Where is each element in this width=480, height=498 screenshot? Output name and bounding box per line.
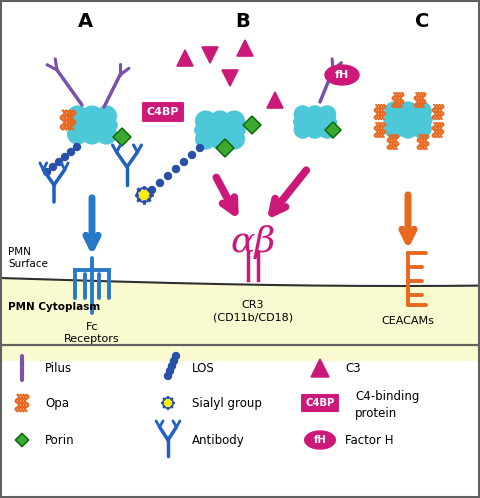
Circle shape [164,172,171,179]
Ellipse shape [383,110,431,130]
Text: C4BP: C4BP [146,107,179,117]
Circle shape [398,119,417,138]
Circle shape [172,353,179,360]
Circle shape [196,144,203,151]
Circle shape [96,124,116,144]
Circle shape [168,363,175,370]
Circle shape [306,121,323,138]
Polygon shape [237,40,252,56]
Text: CEACAMs: CEACAMs [381,316,433,326]
Circle shape [294,121,311,138]
Text: PMN
Surface: PMN Surface [8,247,48,269]
Polygon shape [113,128,131,146]
Circle shape [195,129,215,149]
FancyBboxPatch shape [141,101,185,123]
Circle shape [224,129,244,149]
Circle shape [43,168,50,175]
Circle shape [82,106,102,126]
Text: A: A [78,12,93,31]
Text: Sialyl group: Sialyl group [192,396,261,409]
Circle shape [188,151,195,158]
Polygon shape [177,50,192,66]
Text: C3: C3 [344,362,360,374]
Ellipse shape [195,119,224,142]
Circle shape [164,373,171,379]
Ellipse shape [68,114,96,136]
Ellipse shape [311,112,335,132]
Circle shape [148,186,155,194]
Polygon shape [15,433,29,447]
Ellipse shape [194,119,245,141]
Circle shape [96,106,116,126]
Circle shape [166,368,173,374]
Circle shape [306,106,323,123]
Circle shape [156,179,163,186]
Circle shape [82,124,102,144]
Polygon shape [202,47,217,63]
Circle shape [172,165,179,172]
Text: PMN Cytoplasm: PMN Cytoplasm [8,302,100,312]
Circle shape [398,102,417,121]
Circle shape [180,158,187,165]
Text: C4BP: C4BP [305,398,334,408]
Circle shape [73,143,80,150]
Polygon shape [221,70,238,86]
Text: fH: fH [313,435,326,445]
Circle shape [411,119,430,138]
Text: LOS: LOS [192,362,214,374]
Circle shape [49,163,56,170]
Ellipse shape [293,113,336,131]
Circle shape [318,121,335,138]
Circle shape [68,106,87,126]
Text: Fc
Receptors: Fc Receptors [64,322,120,345]
Polygon shape [324,122,340,138]
Text: CR3
(CD11b/CD18): CR3 (CD11b/CD18) [213,300,292,322]
Circle shape [224,111,244,131]
Ellipse shape [384,109,411,131]
Circle shape [170,358,177,365]
Circle shape [164,399,171,406]
Ellipse shape [87,114,116,136]
Ellipse shape [403,109,430,131]
Ellipse shape [304,431,335,449]
Ellipse shape [215,119,244,142]
Circle shape [67,148,74,155]
Circle shape [61,153,68,160]
Text: Factor H: Factor H [344,433,393,447]
Text: αβ: αβ [230,225,275,259]
Circle shape [411,102,430,121]
Polygon shape [266,92,283,108]
Circle shape [384,102,403,121]
Text: Porin: Porin [45,433,74,447]
Circle shape [210,129,229,149]
Circle shape [318,106,335,123]
Polygon shape [311,359,328,377]
Circle shape [55,158,62,165]
Text: fH: fH [334,70,348,80]
Circle shape [195,111,215,131]
Ellipse shape [324,65,358,85]
Text: Opa: Opa [45,396,69,409]
Polygon shape [242,116,261,134]
Ellipse shape [294,112,318,132]
FancyBboxPatch shape [300,393,339,413]
Polygon shape [216,139,233,157]
Text: Pilus: Pilus [45,362,72,374]
Circle shape [68,124,87,144]
Circle shape [210,111,229,131]
Circle shape [384,119,403,138]
Text: protein: protein [354,406,396,419]
Text: C4-binding: C4-binding [354,389,419,402]
Ellipse shape [67,114,117,136]
Text: Antibody: Antibody [192,433,244,447]
Circle shape [139,191,148,200]
Text: C: C [414,12,429,31]
Text: B: B [235,12,249,31]
Circle shape [294,106,311,123]
